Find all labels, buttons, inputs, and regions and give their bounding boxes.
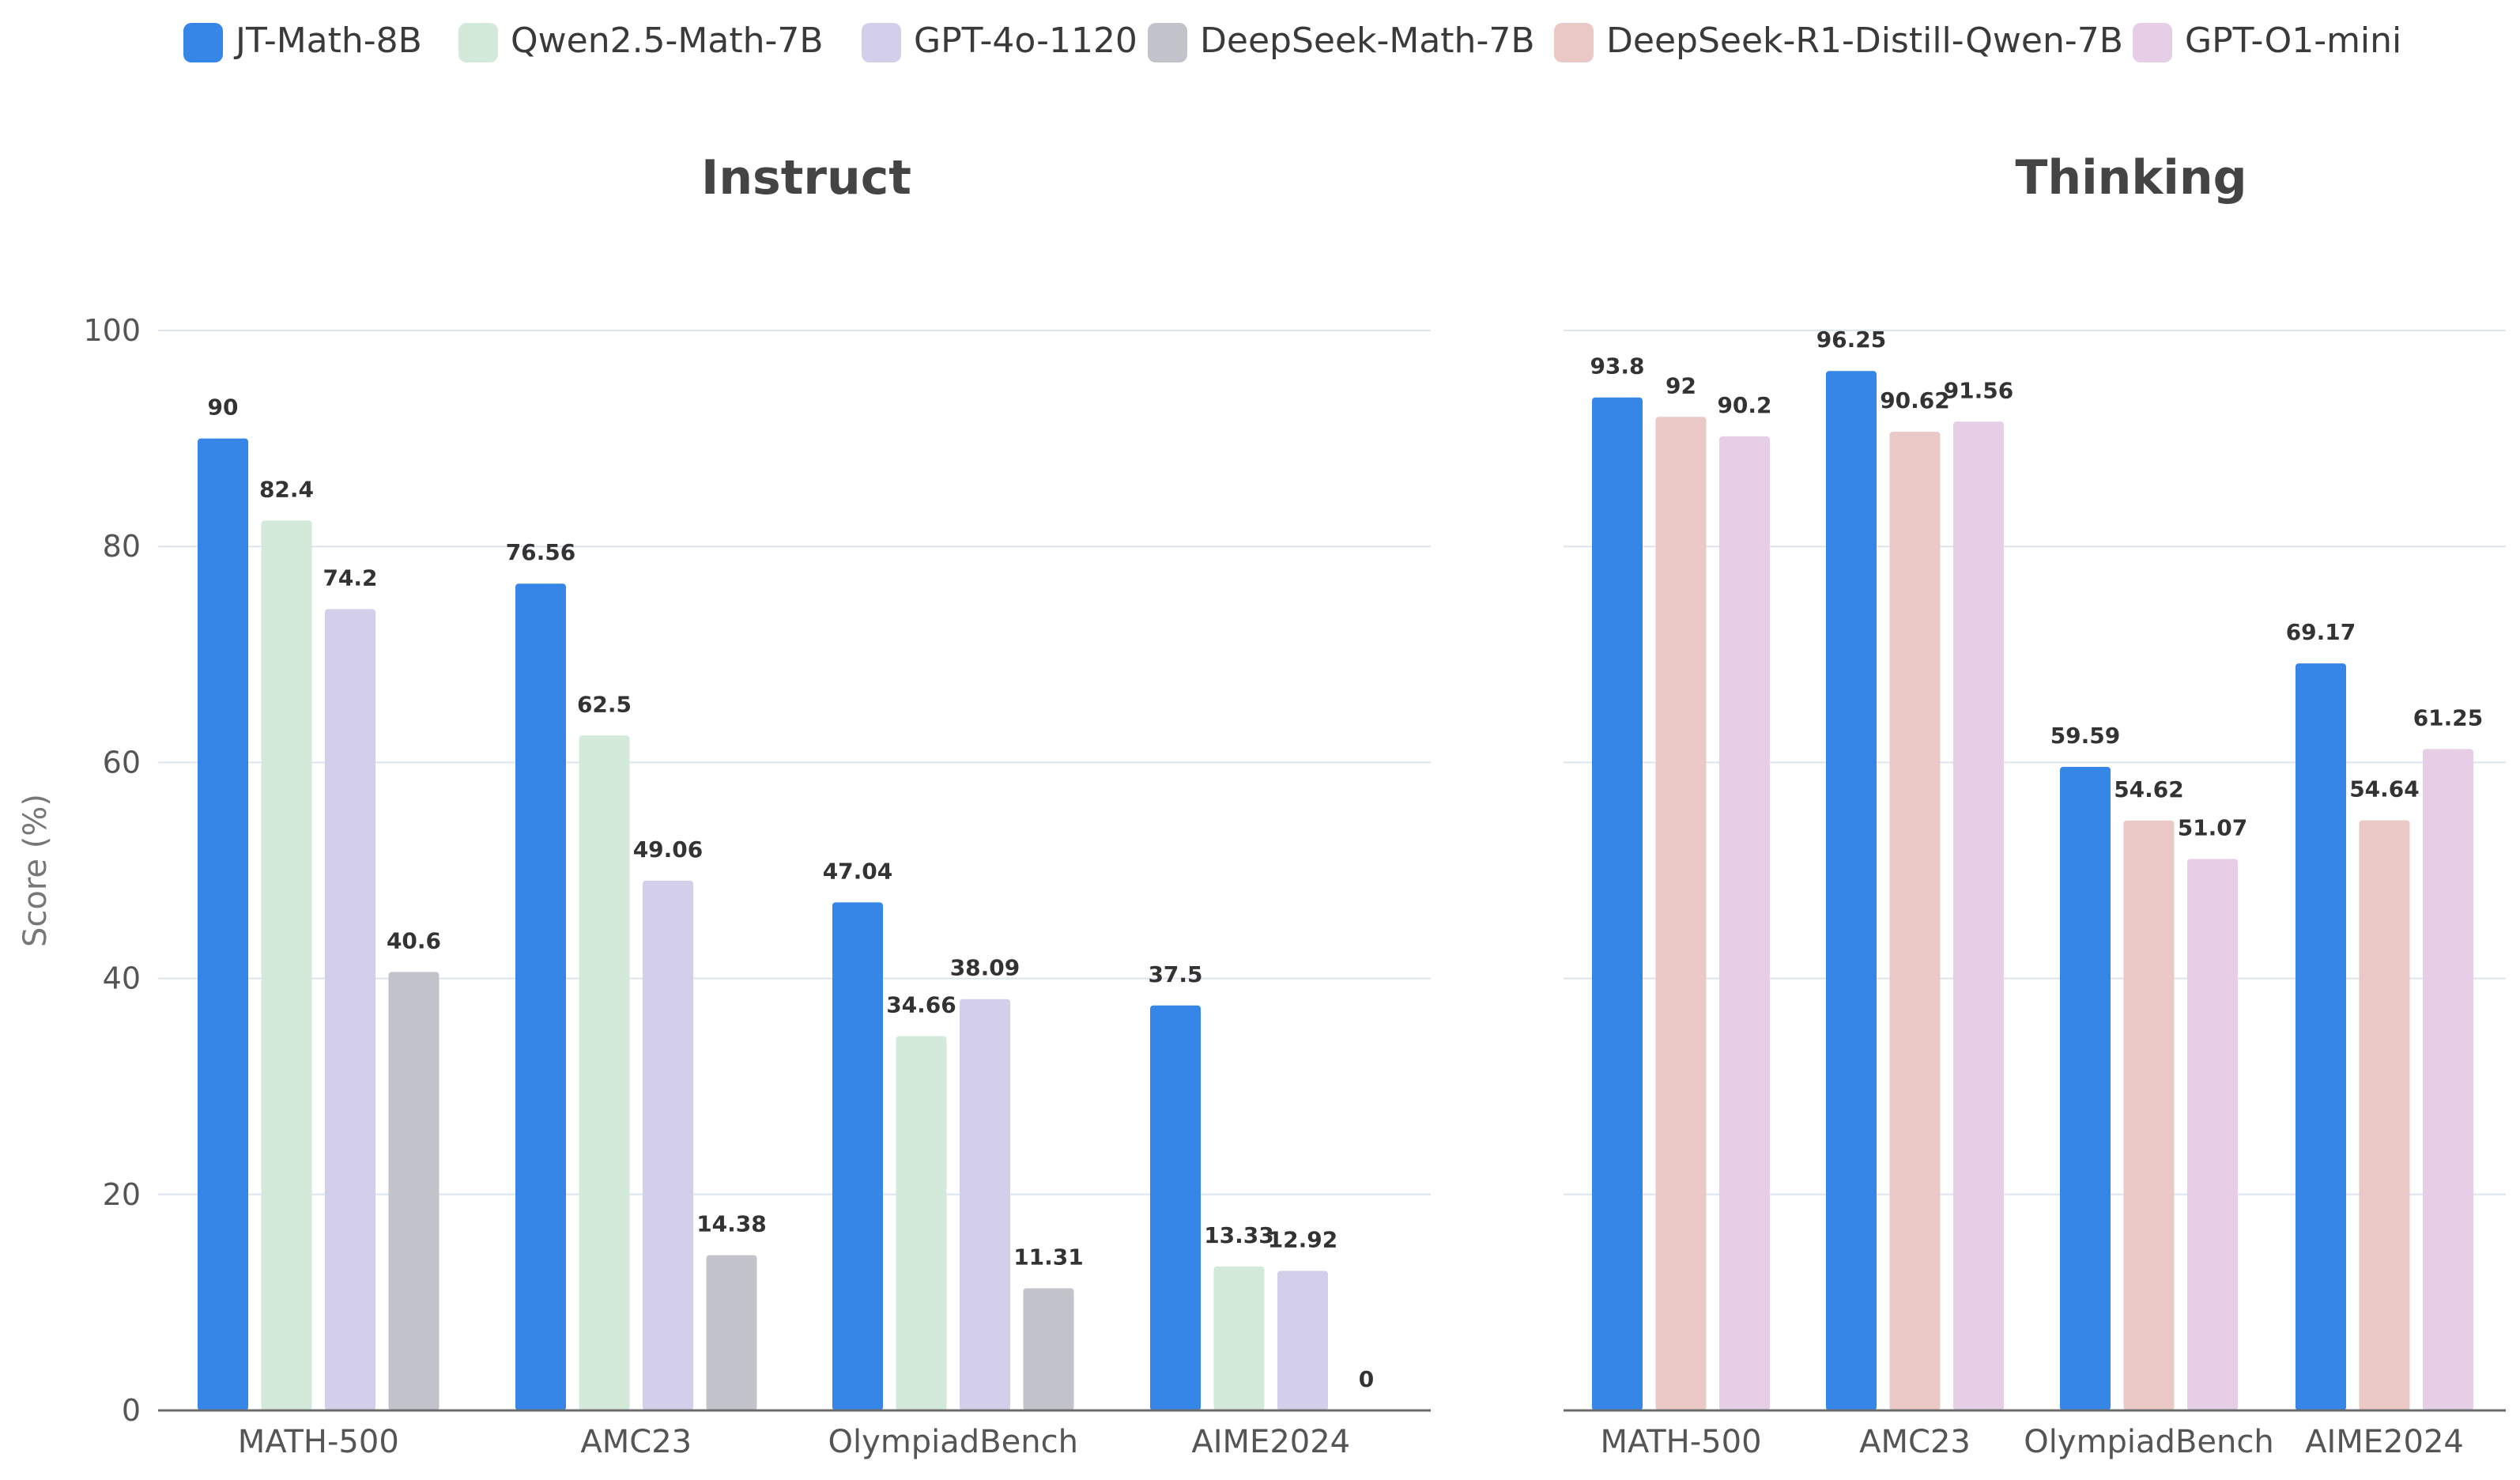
x-tick-label: OlympiadBench [828,1424,1078,1460]
legend-label-5: DeepSeek-R1-Distill-Qwen-7B [1606,21,2123,61]
bar-olympiadbench-1 [2060,767,2111,1410]
y-tick-label: 80 [103,529,141,564]
data-label: 34.66 [886,992,956,1018]
data-label: 93.8 [1590,353,1644,379]
data-label: 49.06 [633,836,704,863]
data-label: 11.31 [1013,1244,1084,1270]
data-label: 12.92 [1268,1227,1338,1253]
data-label: 90.62 [1880,387,1950,413]
data-label: 47.04 [823,858,893,884]
y-tick-label: 100 [83,313,141,348]
y-tick-label: 20 [103,1177,141,1212]
x-tick-label: AMC23 [580,1424,692,1460]
data-label: 13.33 [1204,1222,1274,1248]
data-label: 14.38 [696,1211,767,1237]
data-label: 0 [1359,1366,1374,1392]
data-label: 74.2 [323,564,377,591]
bar-olympiadbench-4 [1023,1288,1074,1410]
bar-aime2024-3 [1277,1270,1328,1410]
legend-swatch-1 [183,23,223,62]
y-tick-label: 40 [103,961,141,996]
bar-olympiadbench-3 [2187,859,2238,1410]
data-label: 92 [1666,372,1696,398]
bar-amc23-4 [706,1255,757,1410]
bar-aime2024-3 [2423,749,2473,1410]
data-label: 37.5 [1148,961,1202,987]
bar-math-500-1 [198,438,248,1410]
x-tick-label: MATH-500 [238,1424,399,1460]
bar-amc23-3 [643,880,693,1410]
panel-title: Instruct [701,150,911,206]
data-label: 69.17 [2286,619,2356,645]
legend-label-2: Qwen2.5-Math-7B [511,21,824,61]
bar-math-500-2 [261,520,312,1410]
x-tick-label: MATH-500 [1600,1424,1761,1460]
legend-swatch-4 [1148,23,1187,62]
data-label: 62.5 [577,691,632,717]
bar-math-500-3 [1719,436,1770,1411]
y-tick-label: 0 [122,1393,141,1428]
bar-amc23-1 [515,583,566,1410]
bar-olympiadbench-2 [2123,820,2175,1410]
bar-aime2024-2 [2359,820,2410,1410]
bar-olympiadbench-1 [832,902,883,1410]
data-label: 91.56 [1944,377,2014,403]
data-label: 38.09 [950,955,1020,981]
legend-label-3: GPT-4o-1120 [914,21,1137,61]
data-label: 54.64 [2349,776,2420,802]
bar-math-500-4 [388,972,439,1410]
legend-swatch-3 [862,23,901,62]
legend-label-6: GPT-O1-mini [2185,21,2401,61]
bar-amc23-2 [1889,432,1941,1410]
data-label: 40.6 [387,927,441,953]
x-tick-label: AIME2024 [1191,1424,1350,1460]
bar-olympiadbench-3 [960,999,1010,1410]
data-label: 96.25 [1816,327,1887,353]
legend-swatch-5 [1554,23,1594,62]
x-tick-label: OlympiadBench [2024,1424,2273,1460]
data-label: 82.4 [259,476,314,502]
legend-swatch-2 [458,23,498,62]
legend-label-1: JT-Math-8B [233,21,422,61]
data-label: 90.2 [1717,392,1771,418]
chart-legend: JT-Math-8B Qwen2.5-Math-7B GPT-4o-1120 Deep… [183,21,2401,62]
bar-olympiadbench-2 [896,1036,947,1410]
x-tick-label: AMC23 [1859,1424,1971,1460]
bar-amc23-1 [1826,371,1877,1411]
y-tick-label: 60 [103,745,141,780]
bar-aime2024-1 [1150,1005,1201,1410]
data-label: 59.59 [2050,723,2121,749]
legend-swatch-6 [2133,23,2172,62]
x-tick-label: AIME2024 [2305,1424,2464,1460]
data-label: 90 [208,395,239,421]
bar-aime2024-2 [1213,1266,1265,1410]
thinking-panel: Thinking 93.8 96.25 59.59 69.17 92 90.62 54.62 5… [1564,150,2506,1460]
panel-title: Thinking [2015,150,2246,206]
bar-amc23-2 [579,735,630,1410]
bar-math-500-1 [1592,397,1643,1410]
data-label: 61.25 [2413,704,2484,731]
bar-math-500-3 [325,609,375,1410]
data-label: 76.56 [506,539,576,565]
bar-amc23-3 [1953,421,2004,1410]
y-axis-label: Score (%) [17,794,54,947]
data-label: 51.07 [2178,814,2248,840]
bar-math-500-2 [1655,417,1707,1410]
data-label: 54.62 [2114,776,2184,802]
bar-aime2024-1 [2296,663,2346,1410]
legend-label-4: DeepSeek-Math-7B [1200,21,1535,61]
instruct-panel: Instruct 0 20 40 60 80 100 Score (%) 90 76.56 47.0… [17,150,1431,1460]
